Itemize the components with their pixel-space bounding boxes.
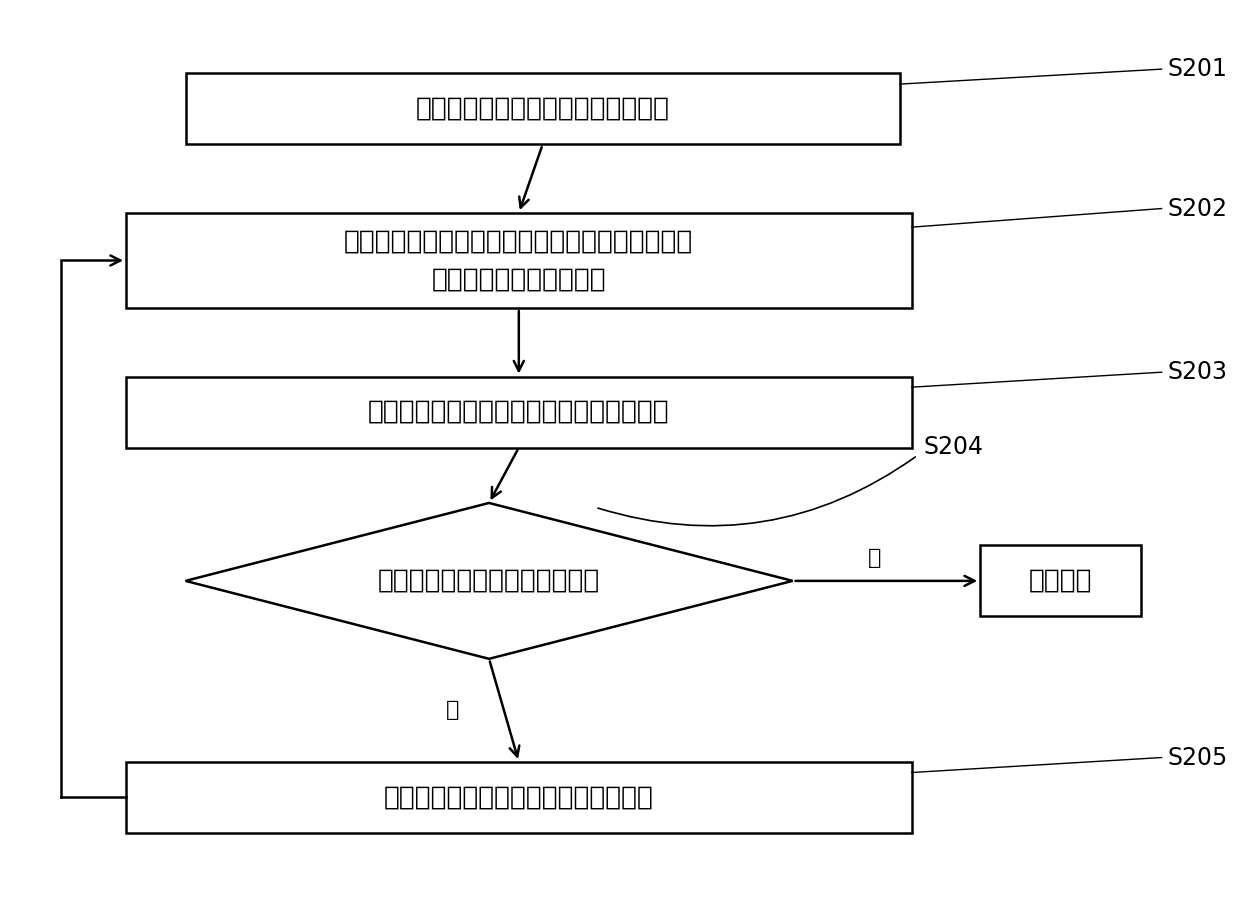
Text: S204: S204	[924, 435, 983, 459]
Polygon shape	[186, 503, 792, 658]
Text: 判断当前是否满足训练结束条件: 判断当前是否满足训练结束条件	[378, 568, 600, 594]
Text: 获取带掩膜标注的图像作为训练图像: 获取带掩膜标注的图像作为训练图像	[415, 96, 670, 122]
Text: 将进行边缘调整后的图像作为训练图像: 将进行边缘调整后的图像作为训练图像	[384, 785, 653, 810]
Text: 结束训练: 结束训练	[1029, 568, 1092, 594]
Bar	[126, 376, 911, 447]
Text: S202: S202	[1168, 197, 1228, 221]
Text: 否: 否	[446, 700, 459, 721]
Bar	[186, 73, 900, 144]
Text: S203: S203	[1168, 360, 1228, 384]
Bar	[980, 546, 1141, 616]
Text: S205: S205	[1168, 746, 1228, 769]
Bar	[126, 213, 911, 308]
Text: 是: 是	[868, 548, 882, 568]
Text: 将训练图像输入分类预测模型，获得边缘概率图、
前景概率图和背景概率图: 将训练图像输入分类预测模型，获得边缘概率图、 前景概率图和背景概率图	[345, 228, 693, 292]
Bar	[126, 762, 911, 833]
Text: S201: S201	[1168, 57, 1228, 81]
Text: 基于边缘概率图调整训练图像中标注的边缘: 基于边缘概率图调整训练图像中标注的边缘	[368, 399, 670, 425]
